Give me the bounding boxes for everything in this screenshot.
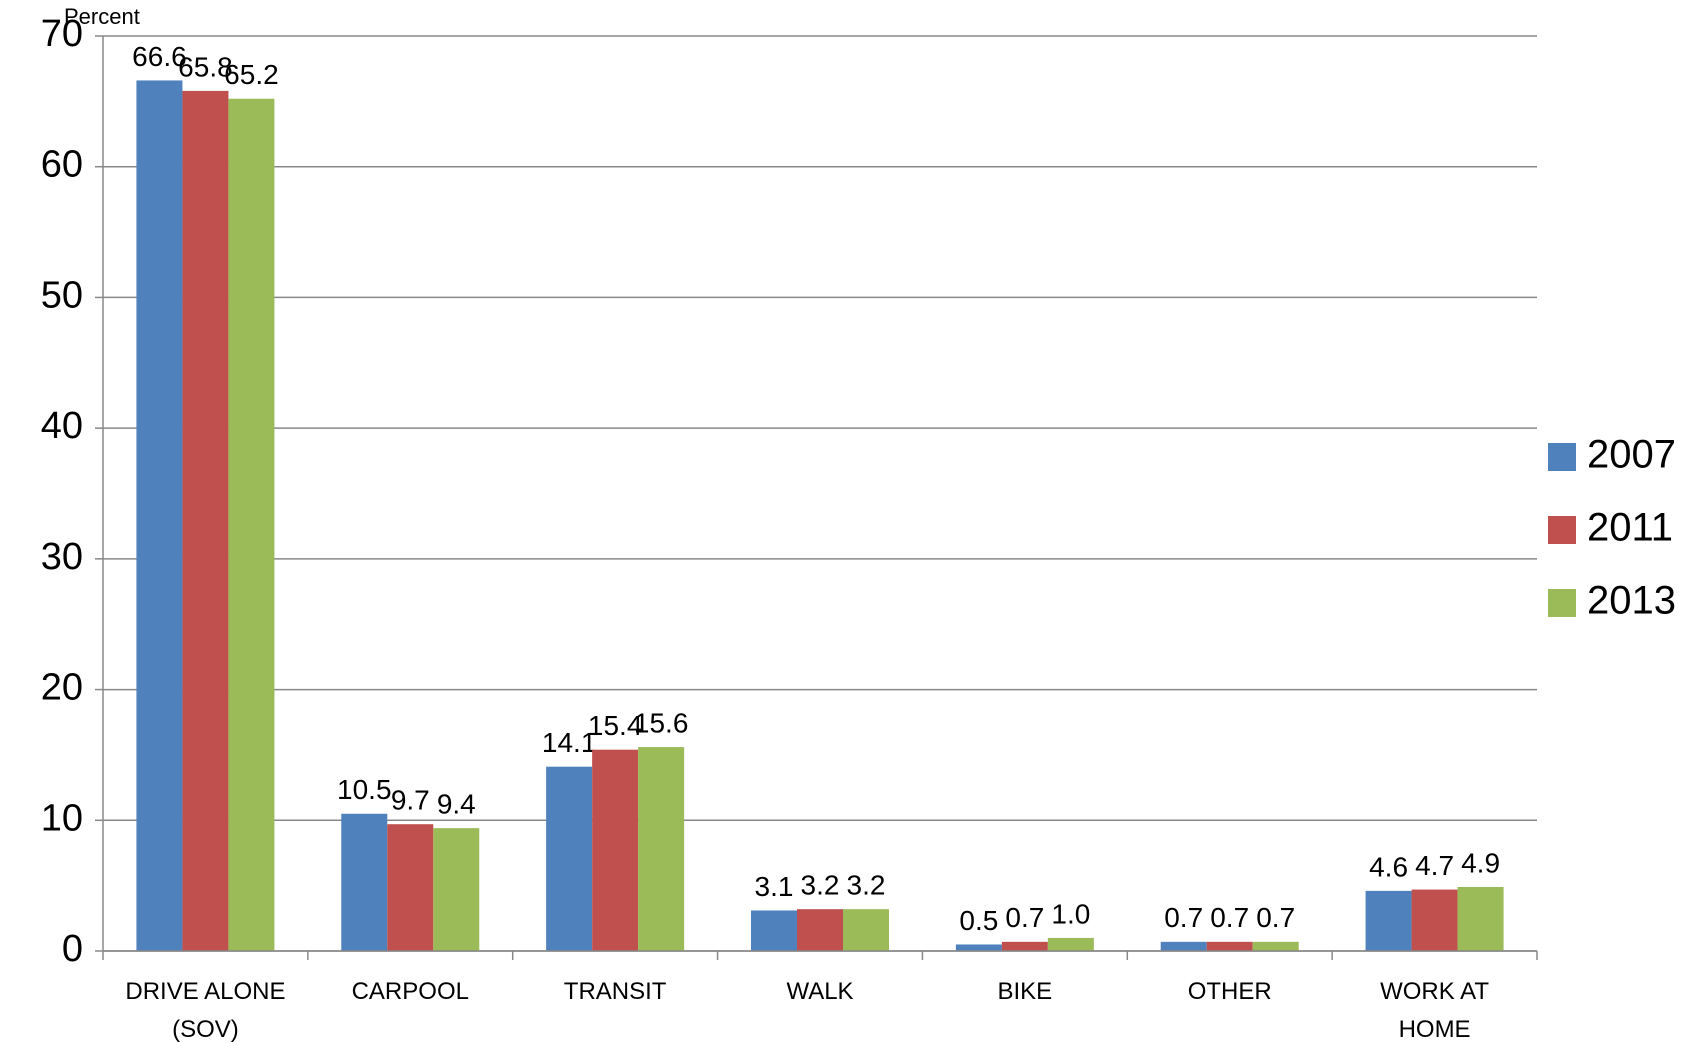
- value-label: 65.2: [224, 59, 279, 90]
- bar: [955, 944, 1002, 951]
- value-label: 0.7: [1005, 902, 1044, 933]
- value-label: 66.6: [132, 41, 187, 72]
- bar: [1252, 941, 1299, 951]
- bar: [843, 909, 889, 951]
- y-tick-label: 0: [62, 928, 83, 970]
- value-label: 10.5: [337, 774, 392, 805]
- legend-label: 2007: [1587, 433, 1676, 477]
- value-label: 15.4: [588, 710, 643, 741]
- value-label: 3.1: [755, 871, 794, 902]
- value-label: 4.6: [1369, 851, 1408, 882]
- bar: [1206, 941, 1253, 951]
- bar: [1047, 937, 1094, 951]
- value-label: 0.7: [1210, 902, 1249, 933]
- value-label: 4.9: [1461, 847, 1500, 878]
- bar: [136, 80, 183, 951]
- bar: [751, 910, 797, 951]
- value-label: 0.5: [959, 905, 998, 936]
- bar: [592, 749, 639, 951]
- bar: [797, 909, 843, 951]
- y-tick-label: 70: [41, 13, 83, 55]
- value-label: 65.8: [178, 51, 233, 82]
- x-tick-label: TRANSIT: [563, 978, 667, 1005]
- x-tick-label: BIKE: [997, 978, 1053, 1005]
- legend-label: 2013: [1587, 579, 1676, 623]
- y-tick-label: 40: [41, 405, 83, 447]
- bar: [638, 747, 685, 951]
- bar: [228, 98, 275, 951]
- y-tick-label: 20: [41, 667, 83, 709]
- y-tick-label: 60: [41, 144, 83, 186]
- x-tick-label: OTHER: [1187, 978, 1272, 1005]
- legend-swatch: [1548, 516, 1576, 544]
- bar: [1160, 941, 1207, 951]
- value-label: 3.2: [847, 870, 886, 901]
- y-tick-label: 50: [41, 274, 83, 316]
- y-tick-label: 30: [41, 536, 83, 578]
- y-axis-label: Percent: [64, 4, 140, 29]
- bar: [182, 90, 229, 951]
- value-label: 1.0: [1051, 898, 1090, 929]
- x-tick-label: WORK AT HOME: [1380, 978, 1489, 1042]
- value-label: 3.2: [801, 870, 840, 901]
- bar: [1411, 889, 1458, 951]
- x-tick-label: DRIVE ALONE (SOV): [125, 978, 286, 1042]
- bar: [1365, 890, 1412, 951]
- y-tick-label: 10: [41, 797, 83, 839]
- legend-label: 2011: [1587, 506, 1673, 550]
- x-tick-label: CARPOOL: [351, 978, 469, 1005]
- bar: [546, 766, 593, 951]
- value-label: 0.7: [1164, 902, 1203, 933]
- value-label: 14.1: [542, 727, 597, 758]
- bar: [387, 824, 434, 951]
- bar: [433, 828, 480, 951]
- x-tick-label: WALK: [786, 978, 854, 1005]
- value-label: 9.4: [437, 789, 476, 820]
- value-label: 15.6: [634, 707, 689, 738]
- bar: [341, 813, 388, 951]
- value-label: 0.7: [1256, 902, 1295, 933]
- bar: [1001, 941, 1048, 951]
- bar: [1457, 886, 1504, 951]
- legend-swatch: [1548, 443, 1576, 471]
- legend-swatch: [1548, 589, 1576, 617]
- value-label: 9.7: [391, 785, 430, 816]
- value-label: 4.7: [1415, 850, 1454, 881]
